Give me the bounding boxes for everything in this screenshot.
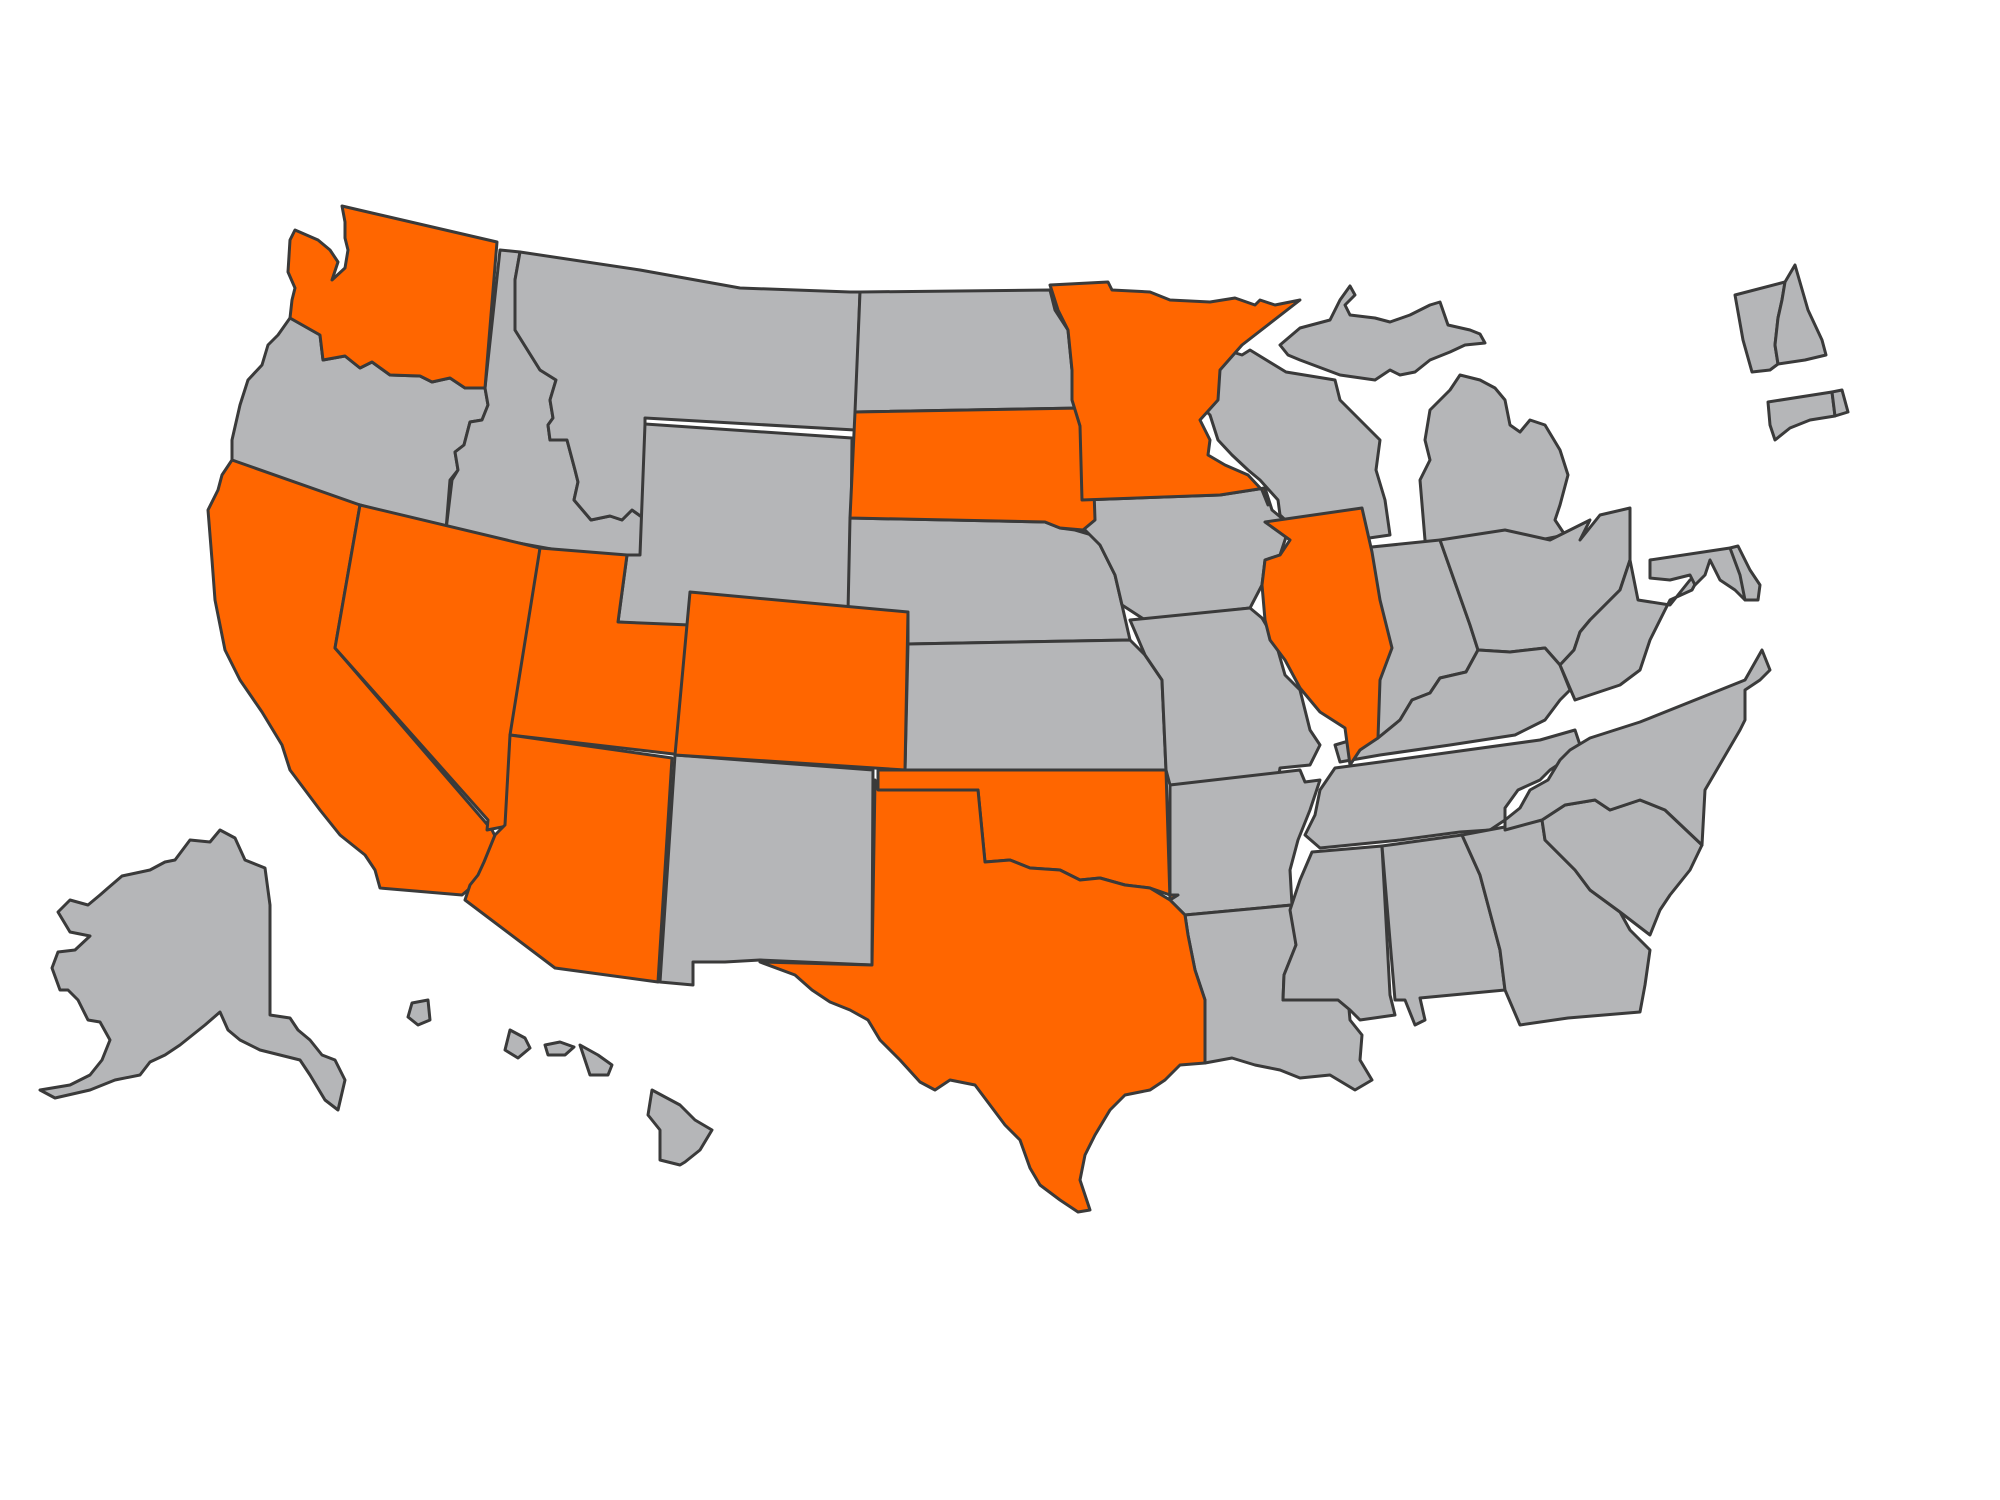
state-HI-oahu (503, 1028, 532, 1060)
state-WA (286, 204, 499, 390)
state-CO (673, 590, 910, 772)
state-HI-big (646, 1088, 714, 1167)
state-HI-maui (578, 1043, 614, 1077)
state-MS (1281, 844, 1397, 1022)
state-NM (658, 753, 875, 987)
state-HI-molokai (543, 1040, 576, 1057)
state-DE (1728, 544, 1762, 602)
state-HI-kauai (406, 998, 432, 1027)
state-WV (1558, 558, 1702, 702)
state-NH (1773, 263, 1828, 366)
state-IL (1260, 506, 1394, 767)
state-NC (1503, 648, 1772, 847)
state-TX (758, 778, 1207, 1214)
state-MN (1048, 280, 1302, 507)
state-SD (848, 406, 1097, 532)
state-AK (38, 828, 347, 1112)
state-ND (853, 288, 1084, 414)
state-KS (903, 638, 1168, 772)
state-MI-upper (1278, 284, 1487, 382)
state-RI (1830, 388, 1850, 418)
state-MD (1648, 546, 1747, 602)
state-CT (1766, 390, 1837, 442)
state-TN (1303, 728, 1582, 850)
state-AZ (463, 733, 674, 984)
state-KY (1333, 646, 1572, 764)
